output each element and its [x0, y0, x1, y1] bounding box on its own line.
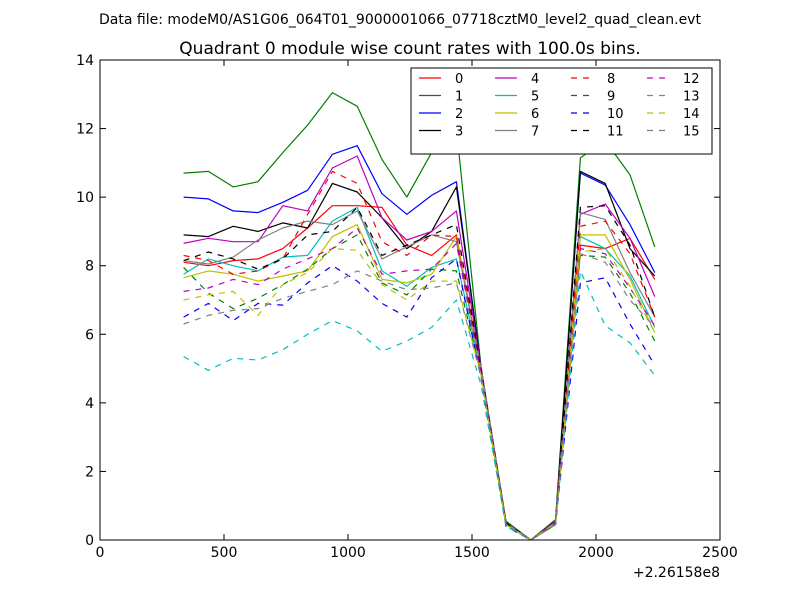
- y-tick-label: 0: [85, 533, 94, 549]
- y-tick-label: 2: [85, 464, 94, 480]
- legend-label-4: 4: [531, 72, 539, 87]
- x-tick-label: 1500: [454, 545, 490, 561]
- figure-suptitle: Data file: modeM0/AS1G06_064T01_90000010…: [99, 12, 701, 28]
- y-tick-label: 10: [76, 190, 94, 206]
- legend-label-8: 8: [607, 72, 615, 87]
- series-line-9: [183, 234, 656, 541]
- x-tick-label: 2500: [702, 545, 738, 561]
- legend-label-3: 3: [455, 125, 463, 140]
- y-tick-label: 12: [76, 122, 94, 138]
- y-tick-label: 8: [85, 259, 94, 275]
- y-tick-label: 6: [85, 327, 94, 343]
- axes-frame: [99, 59, 721, 541]
- legend-label-14: 14: [683, 107, 700, 122]
- series-line-1: [183, 91, 656, 541]
- legend-label-1: 1: [455, 90, 463, 105]
- legend-label-7: 7: [531, 125, 539, 140]
- x-tick-label: 0: [96, 545, 105, 561]
- legend-label-12: 12: [683, 72, 700, 87]
- x-tick-label: 500: [211, 545, 238, 561]
- x-tick-label: 1000: [330, 545, 366, 561]
- x-offset-label: +2.26158e8: [633, 565, 720, 581]
- legend-box: [410, 67, 713, 155]
- legend-label-0: 0: [455, 72, 463, 87]
- legend-label-11: 11: [607, 125, 624, 140]
- legend-label-15: 15: [683, 125, 700, 140]
- legend-label-13: 13: [683, 90, 700, 105]
- series-line-10: [183, 258, 656, 541]
- legend-label-6: 6: [531, 107, 539, 122]
- series-line-15: [183, 253, 656, 541]
- legend-label-10: 10: [607, 107, 624, 122]
- series-line-13: [183, 270, 656, 541]
- chart-title: Quadrant 0 module wise count rates with …: [179, 39, 640, 59]
- plot-area: [183, 91, 656, 541]
- y-tick-label: 14: [76, 53, 94, 69]
- legend-label-2: 2: [455, 107, 463, 122]
- legend-label-9: 9: [607, 90, 615, 105]
- y-tick-label: 4: [85, 396, 94, 412]
- legend-label-5: 5: [531, 90, 539, 105]
- series-line-7: [183, 210, 656, 541]
- x-tick-label: 2000: [578, 545, 614, 561]
- series-line-11: [183, 205, 656, 541]
